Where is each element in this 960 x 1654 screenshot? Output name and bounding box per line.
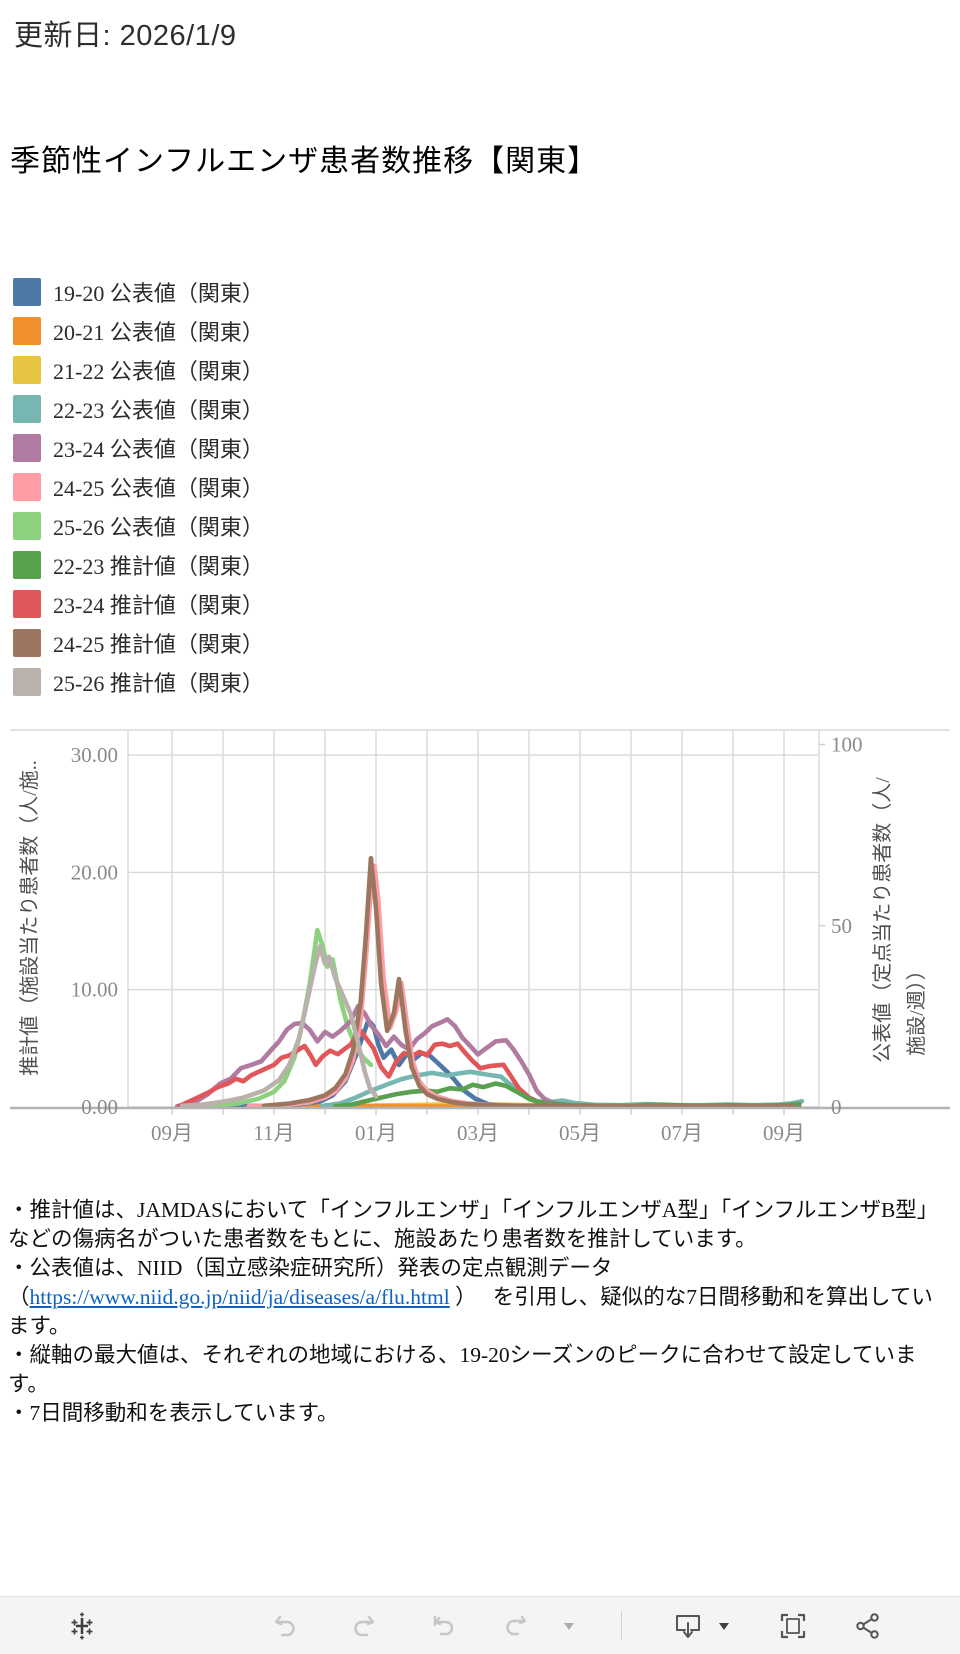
undo-icon[interactable] [268,1609,302,1643]
legend-label: 21-22 公表値（関東） [53,358,264,384]
legend-swatch-icon [13,667,41,696]
bottom-toolbar [0,1596,960,1654]
series-line[interactable] [174,1003,797,1109]
legend-label: 23-24 公表値（関東） [53,436,264,462]
legend-item[interactable]: 22-23 公表値（関東） [13,389,264,428]
legend-swatch-icon [13,433,41,462]
caret-down-icon[interactable] [552,1609,586,1643]
series-line[interactable] [261,856,797,1109]
legend-item[interactable]: 24-25 推計値（関東） [13,623,264,662]
download-device-icon[interactable] [671,1609,705,1643]
legend-swatch-icon [13,472,41,501]
page-title: 季節性インフルエンザ患者数推移【関東】 [10,145,599,178]
legend-item[interactable]: 21-22 公表値（関東） [13,350,264,389]
legend-item[interactable]: 22-23 推計値（関東） [13,545,264,584]
legend-label: 23-24 推計値（関東） [53,592,264,618]
flu-line-chart: 0.00 10.00 20.00 30.00 0 50 100 09月 11月 01月 03月 05月… [0,690,960,1155]
legend-label: 20-21 公表値（関東） [53,319,264,345]
download-caret-icon[interactable] [707,1609,741,1643]
legend-item[interactable]: 23-24 公表値（関東） [13,428,264,467]
revert-icon[interactable] [426,1609,460,1643]
left-axis-tick-label: 10.00 [71,978,118,1002]
x-axis-tick-label: 09月 [151,1121,193,1145]
right-axis-tick-label: 0 [831,1095,842,1119]
x-axis-tick-label: 05月 [559,1121,601,1145]
legend-swatch-icon [13,589,41,618]
left-axis-tick-label: 30.00 [71,743,118,767]
x-axis-tick-label: 03月 [457,1121,499,1145]
chart-legend: 19-20 公表値（関東） 20-21 公表値（関東） 21-22 公表値（関東） 2… [13,272,264,701]
right-axis-tick-label: 50 [831,914,852,938]
note-text: ・公表値は、NIID（国立感染症研究所）発表の定点観測データ（ [8,1256,613,1309]
legend-swatch-icon [13,394,41,423]
legend-swatch-icon [13,316,41,345]
left-axis-tick-label: 0.00 [81,1095,118,1119]
note-item: ・推計値は、JAMDASにおいて「インフルエンザ」「インフルエンザA型」「インフ… [8,1198,950,1251]
x-axis-tick-label: 11月 [253,1121,294,1145]
legend-item[interactable]: 25-26 公表値（関東） [13,506,264,545]
legend-label: 25-26 公表値（関東） [53,514,264,540]
legend-label: 24-25 推計値（関東） [53,631,264,657]
legend-swatch-icon [13,277,41,306]
series-line[interactable] [185,927,374,1109]
flu-chart-svg: 0.00 10.00 20.00 30.00 0 50 100 09月 11月 01月 03月 05月… [10,729,950,1145]
legend-label: 22-23 公表値（関東） [53,397,264,423]
series-line[interactable] [179,943,379,1109]
legend-label: 25-26 推計値（関東） [53,670,264,696]
legend-label: 22-23 推計値（関東） [53,553,264,579]
series-line[interactable] [320,1069,805,1109]
share-icon[interactable] [851,1609,885,1643]
legend-item[interactable]: 23-24 推計値（関東） [13,584,264,623]
x-axis-tick-label: 07月 [661,1121,703,1145]
legend-label: 24-25 公表値（関東） [53,475,264,501]
right-axis-title: 施設/週）） [905,960,928,1056]
left-axis-tick-label: 20.00 [71,860,118,884]
x-axis-tick-label: 09月 [763,1121,805,1145]
redo-icon[interactable] [347,1609,381,1643]
legend-swatch-icon [13,355,41,384]
right-axis-tick-label: 100 [831,733,863,757]
footnotes: ・推計値は、JAMDASにおいて「インフルエンザ」「インフルエンザA型」「インフ… [8,1196,954,1428]
niid-link[interactable]: https://www.niid.go.jp/niid/ja/diseases/… [29,1285,450,1309]
tableau-logo-icon[interactable] [65,1609,99,1643]
note-item: ・公表値は、NIID（国立感染症研究所）発表の定点観測データ（https://w… [8,1254,954,1341]
series-line[interactable] [246,863,787,1109]
right-axis-title: 公表値（定点当たり患者数（人/ [871,777,894,1063]
legend-swatch-icon [13,628,41,657]
legend-item[interactable]: 19-20 公表値（関東） [13,272,264,311]
x-axis-tick-label: 01月 [355,1121,397,1145]
fullscreen-icon[interactable] [776,1609,810,1643]
note-item: ・縦軸の最大値は、それぞれの地域における、19-20シーズンのピークに合わせて設… [8,1343,917,1396]
refresh-icon[interactable] [499,1609,533,1643]
series-line[interactable] [177,1028,802,1109]
legend-item[interactable]: 20-21 公表値（関東） [13,311,264,350]
update-date: 更新日: 2026/1/9 [14,20,237,52]
legend-swatch-icon [13,511,41,540]
legend-item[interactable]: 25-26 推計値（関東） [13,662,264,701]
left-axis-title: 推計値（施設当たり患者数（人/施.. [18,760,41,1076]
legend-swatch-icon [13,550,41,579]
note-item: ・7日間移動和を表示しています。 [8,1401,339,1425]
note-text: ） を引用し、疑似的な7日間移動和を算出しています。 [8,1285,933,1338]
toolbar-divider [621,1611,622,1641]
legend-label: 19-20 公表値（関東） [53,280,264,306]
legend-item[interactable]: 24-25 公表値（関東） [13,467,264,506]
